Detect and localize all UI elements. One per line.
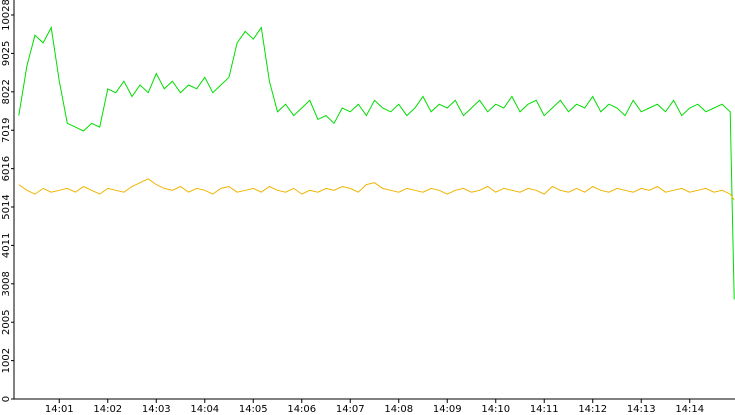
x-tick-label: 14:10	[481, 404, 510, 415]
series-line	[18, 178, 735, 201]
x-tick-label: 14:11	[530, 404, 559, 415]
x-tick-label: 14:13	[627, 404, 656, 415]
x-tick-label: 14:07	[336, 404, 365, 415]
y-tick-label: 0	[1, 396, 12, 402]
y-tick-label: 1002	[1, 348, 12, 373]
y-tick-label: 8022	[1, 79, 12, 104]
x-tick-label: 14:03	[142, 404, 171, 415]
y-tick-label: 2005	[1, 309, 12, 334]
y-tick-label: 4011	[1, 233, 12, 258]
y-tick-label: 5014	[1, 194, 12, 219]
x-tick-label: 14:06	[287, 404, 316, 415]
x-tick-label: 14:08	[384, 404, 413, 415]
x-tick-label: 14:05	[239, 404, 268, 415]
x-tick-label: 14:12	[578, 404, 607, 415]
x-tick-label: 14:02	[93, 404, 122, 415]
x-tick-label: 14:04	[190, 404, 219, 415]
series-line	[18, 26, 735, 300]
x-tick-label: 14:14	[675, 404, 704, 415]
y-tick-label: 3008	[1, 271, 12, 296]
x-tick-label: 14:01	[45, 404, 74, 415]
y-tick-label: 10028	[1, 0, 12, 31]
y-tick-label: 6016	[1, 156, 12, 181]
y-tick-label: 7019	[1, 118, 12, 143]
x-tick-label: 14:09	[433, 404, 462, 415]
y-tick-label: 9025	[1, 41, 12, 66]
